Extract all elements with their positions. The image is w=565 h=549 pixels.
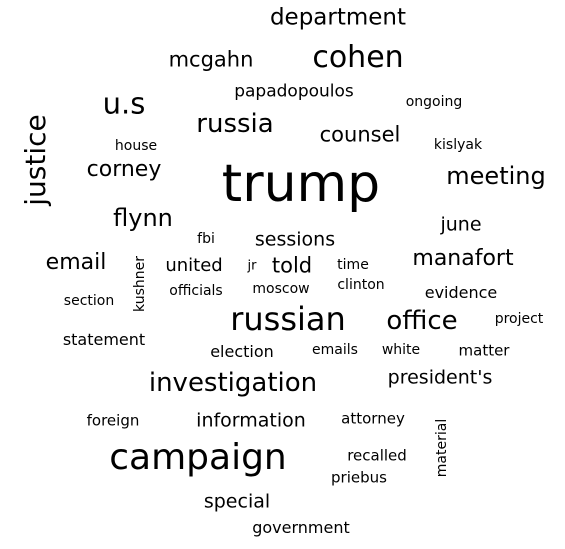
word-information: information: [196, 409, 306, 432]
word-house: house: [114, 138, 158, 154]
word-flynn: flynn: [113, 204, 173, 232]
word-time: time: [337, 257, 369, 273]
word-jr: jr: [247, 258, 257, 274]
word-project: project: [494, 311, 544, 327]
word-foreign: foreign: [86, 411, 140, 430]
word-sessions: sessions: [254, 228, 336, 251]
word-priebus: priebus: [331, 468, 387, 487]
word-election: election: [210, 342, 274, 361]
word-cohen: cohen: [312, 40, 404, 75]
word-officials: officials: [169, 283, 223, 299]
word-statement: statement: [62, 330, 146, 349]
word-trump: trump: [221, 154, 381, 214]
word-manafort: manafort: [412, 246, 514, 271]
word-moscow: moscow: [252, 281, 310, 297]
word-united: united: [165, 255, 223, 276]
word-president-s: president's: [387, 366, 493, 389]
word-government: government: [252, 518, 350, 537]
word-papadopoulos: papadopoulos: [234, 81, 354, 102]
word-matter: matter: [458, 341, 510, 360]
word-clinton: clinton: [337, 277, 385, 293]
word-material: material: [434, 418, 450, 478]
word-u-s: u.s: [102, 86, 146, 121]
word-russia: russia: [196, 109, 274, 139]
word-corney: corney: [86, 157, 162, 182]
word-investigation: investigation: [148, 368, 318, 398]
word-email: email: [45, 250, 107, 275]
word-mcgahn: mcgahn: [168, 47, 254, 72]
word-campaign: campaign: [109, 437, 287, 478]
word-white: white: [381, 342, 421, 358]
word-justice: justice: [19, 114, 52, 206]
word-counsel: counsel: [319, 122, 401, 147]
word-june: june: [440, 213, 482, 236]
word-told: told: [271, 253, 313, 278]
word-recalled: recalled: [347, 446, 407, 465]
word-evidence: evidence: [424, 283, 498, 302]
word-meeting: meeting: [446, 162, 546, 190]
word-fbi: fbi: [197, 231, 215, 247]
word-special: special: [203, 490, 271, 513]
word-kislyak: kislyak: [433, 137, 483, 153]
word-russian: russian: [230, 300, 346, 338]
word-kushner: kushner: [132, 256, 148, 312]
word-ongoing: ongoing: [405, 94, 463, 110]
word-section: section: [63, 293, 115, 309]
word-attorney: attorney: [341, 409, 405, 428]
word-emails: emails: [312, 342, 358, 358]
word-department: department: [269, 4, 407, 31]
word-office: office: [386, 306, 458, 336]
